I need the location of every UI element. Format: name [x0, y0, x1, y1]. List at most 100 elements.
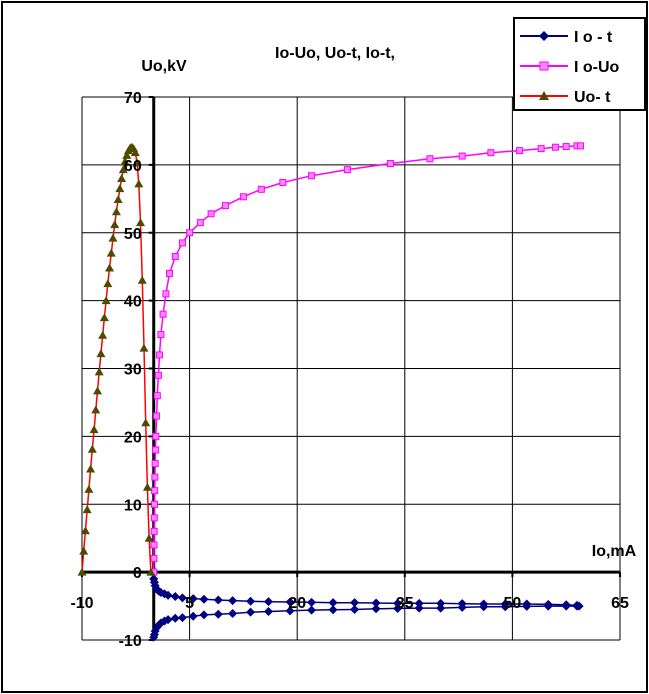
data-point [386, 160, 394, 168]
data-point [307, 605, 317, 615]
data-point [170, 613, 180, 623]
data-point [414, 598, 424, 608]
data-point [87, 444, 97, 453]
data-point [101, 296, 111, 305]
data-point [562, 143, 570, 151]
y-tick-label: 60 [124, 158, 142, 175]
data-point [458, 152, 466, 160]
data-point [199, 610, 209, 620]
data-point [153, 412, 161, 420]
data-point [186, 229, 194, 237]
data-point [108, 233, 118, 242]
data-point [141, 418, 151, 427]
data-point [98, 330, 108, 339]
data-point [328, 605, 338, 615]
data-point [350, 604, 360, 614]
data-point [150, 541, 158, 549]
data-point [89, 425, 99, 434]
data-point [110, 220, 120, 229]
data-point [151, 460, 159, 468]
data-point [146, 567, 156, 576]
data-point [178, 239, 186, 247]
data-point [196, 219, 204, 227]
series-1 [150, 142, 585, 576]
data-point [285, 606, 295, 616]
data-point [80, 526, 90, 535]
data-point [436, 603, 446, 613]
data-point [91, 405, 101, 414]
data-point [159, 310, 167, 318]
data-point [199, 594, 209, 604]
data-point [155, 351, 163, 359]
data-point [426, 155, 434, 163]
data-point [436, 598, 446, 608]
data-point [118, 165, 128, 174]
data-point [572, 601, 582, 611]
data-point [479, 602, 489, 612]
data-point [257, 185, 265, 193]
chart-title: Io-Uo, Uo-t, Io-t, [275, 45, 395, 62]
data-point [285, 597, 295, 607]
data-point [136, 218, 146, 227]
data-point [188, 611, 198, 621]
series-2 [77, 142, 156, 576]
data-point [103, 279, 113, 288]
x-axis-label: Io,mA [592, 543, 637, 560]
data-point [264, 606, 274, 616]
data-point [343, 166, 351, 174]
grid-layer [81, 96, 621, 641]
data-point [113, 194, 123, 203]
data-point [188, 594, 198, 604]
data-point [163, 590, 173, 600]
data-point [177, 593, 187, 603]
data-point [207, 210, 215, 218]
data-point [79, 546, 89, 555]
data-point [139, 343, 149, 352]
data-point [86, 464, 96, 473]
data-point [221, 202, 229, 210]
data-point [117, 173, 127, 182]
data-point [414, 603, 424, 613]
data-point [96, 349, 106, 358]
data-point [328, 598, 338, 608]
data-point [537, 145, 545, 153]
data-point [122, 150, 132, 159]
data-point [132, 158, 142, 167]
legend-label-uo-t: Uo- t [574, 89, 611, 106]
x-tick-label: 20 [288, 595, 306, 612]
x-tick-label: 5 [185, 595, 194, 612]
data-point [228, 609, 238, 619]
data-point [142, 482, 152, 491]
tick-label-layer: -10 0 10 20 30 40 50 60 70 -10 5 20 35 50 65 [70, 90, 629, 650]
data-point [82, 505, 92, 514]
y-axis-label: Uo,kV [141, 58, 187, 75]
data-point [106, 248, 116, 257]
data-point [77, 567, 87, 576]
data-point [487, 149, 495, 157]
data-point [308, 172, 316, 180]
x-tick-label: -10 [70, 595, 93, 612]
data-point [150, 514, 158, 522]
data-point [213, 609, 223, 619]
data-point [99, 313, 109, 322]
data-point [279, 179, 287, 187]
legend-item-io-t: I o - t [520, 29, 613, 46]
y-tick-label: -10 [119, 633, 142, 650]
data-point [577, 142, 585, 150]
data-point [149, 632, 159, 642]
data-point [350, 598, 360, 608]
data-point [150, 527, 158, 535]
series-line-1 [152, 145, 581, 573]
data-point [171, 253, 179, 261]
legend-label-io-t: I o - t [574, 29, 613, 46]
data-point [105, 263, 115, 272]
data-point [153, 392, 161, 400]
data-point [307, 597, 317, 607]
data-point [144, 533, 154, 542]
series-layer [77, 142, 585, 642]
x-tick-label: 65 [611, 595, 629, 612]
data-point [213, 595, 223, 605]
data-point [92, 386, 102, 395]
